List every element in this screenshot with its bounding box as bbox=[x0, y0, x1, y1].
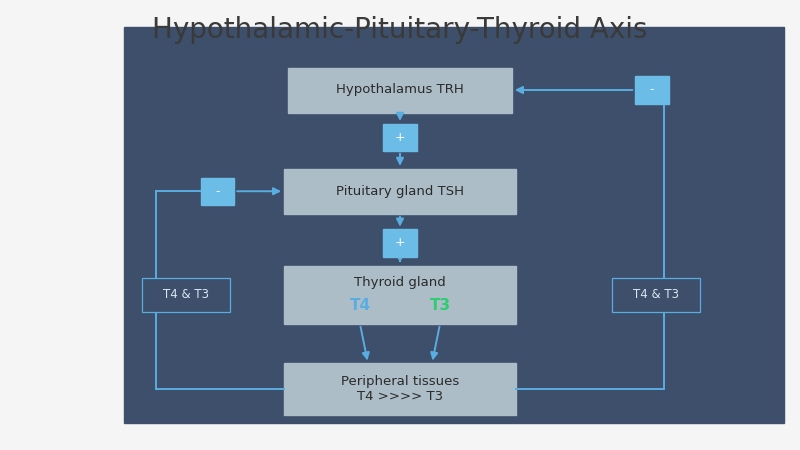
Text: Pituitary gland TSH: Pituitary gland TSH bbox=[336, 185, 464, 198]
Text: T3: T3 bbox=[430, 298, 450, 314]
FancyBboxPatch shape bbox=[142, 278, 230, 311]
FancyBboxPatch shape bbox=[383, 124, 417, 151]
FancyBboxPatch shape bbox=[612, 278, 700, 311]
Text: Hypothalamus TRH: Hypothalamus TRH bbox=[336, 84, 464, 96]
Text: Peripheral tissues
T4 >>>> T3: Peripheral tissues T4 >>>> T3 bbox=[341, 375, 459, 403]
FancyBboxPatch shape bbox=[635, 76, 669, 104]
FancyBboxPatch shape bbox=[284, 266, 516, 324]
FancyBboxPatch shape bbox=[383, 230, 417, 256]
FancyBboxPatch shape bbox=[124, 27, 784, 423]
Text: Thyroid gland: Thyroid gland bbox=[354, 276, 446, 288]
FancyBboxPatch shape bbox=[288, 68, 512, 112]
Text: T4 & T3: T4 & T3 bbox=[162, 288, 209, 301]
Text: +: + bbox=[394, 131, 406, 144]
FancyBboxPatch shape bbox=[284, 364, 516, 415]
Text: -: - bbox=[215, 185, 220, 198]
FancyBboxPatch shape bbox=[201, 178, 234, 205]
FancyBboxPatch shape bbox=[284, 169, 516, 214]
Text: T4 & T3: T4 & T3 bbox=[633, 288, 679, 301]
Text: +: + bbox=[394, 237, 406, 249]
Text: Hypothalamic-Pituitary-Thyroid Axis: Hypothalamic-Pituitary-Thyroid Axis bbox=[152, 16, 648, 44]
Text: -: - bbox=[650, 84, 654, 96]
Text: T4: T4 bbox=[350, 298, 370, 314]
